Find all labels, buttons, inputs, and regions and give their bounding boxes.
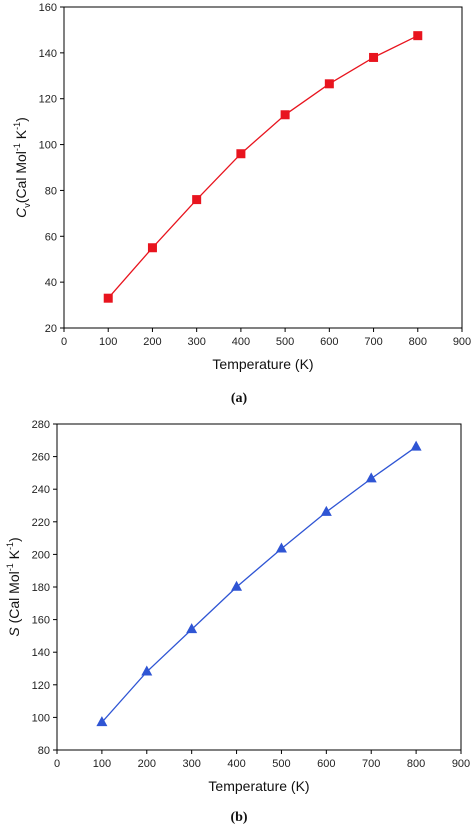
panel-b-y-tick-label: 160 <box>32 615 50 627</box>
panel-b-y-tick-label: 240 <box>32 484 50 496</box>
panel-b-data-point <box>365 472 377 483</box>
panel-b-y-tick-label: 140 <box>32 647 50 659</box>
panel-b-data-point <box>96 716 108 727</box>
panel-a-x-tick-label: 100 <box>99 336 117 348</box>
panel-b-data-point <box>410 440 422 451</box>
panel-b-y-tick-label: 260 <box>32 452 50 464</box>
panel-b-x-tick-label: 800 <box>407 758 425 770</box>
panel-b-x-tick-label: 600 <box>317 758 335 770</box>
panel-b-y-tick-label: 180 <box>32 582 50 594</box>
panel-b-x-axis-title: Temperature (K) <box>208 778 309 794</box>
panel-b-x-tick-label: 500 <box>272 758 290 770</box>
panel-a-chart: 0 100 200 300 400 500 600 700 800 900 20 40 60 80 100 1… <box>12 2 471 372</box>
panel-b-x-tick-label: 700 <box>362 758 380 770</box>
panel-a-y-tick-label: 100 <box>39 140 57 152</box>
panel-a-x-axis-title: Temperature (K) <box>212 356 313 372</box>
panel-b-x-tick-label: 900 <box>452 758 470 770</box>
panel-a-plot-frame <box>63 6 463 329</box>
panel-a-data-point <box>192 195 202 205</box>
panel-a-y-tick-label: 80 <box>45 185 57 197</box>
panel-a-x-tick-label: 600 <box>320 336 338 348</box>
panel-a-data-point <box>103 293 113 303</box>
panel-b-x-tick-label: 0 <box>54 758 60 770</box>
panel-a-data-point <box>413 31 423 41</box>
panel-b-data-point <box>275 542 287 553</box>
panel-a-x-tick-label: 200 <box>143 336 161 348</box>
panel-b-x-tick-label: 400 <box>227 758 245 770</box>
panel-b-x-tick-label: 200 <box>138 758 156 770</box>
panel-a-x-tick-label: 0 <box>61 336 67 348</box>
panel-a-x-tick-label: 300 <box>187 336 205 348</box>
panel-b-y-tick-label: 220 <box>32 517 50 529</box>
panel-a-y-tick-label: 160 <box>39 2 57 14</box>
panel-b-y-axis-title: S (Cal Mol-1 K-1) <box>5 537 22 636</box>
panel-a-x-tick-label: 800 <box>409 336 427 348</box>
panel-a-data-point <box>280 110 290 120</box>
panel-b-y-tick-label: 120 <box>32 680 50 692</box>
panel-b-data-point <box>141 665 153 676</box>
panel-b-y-tick-label: 280 <box>32 419 50 431</box>
panel-a-x-tick-label: 900 <box>453 336 471 348</box>
panel-a-label: (a) <box>231 391 248 406</box>
panel-b-label: (b) <box>230 810 247 825</box>
panel-a-y-tick-label: 60 <box>45 231 57 243</box>
panel-a-data-point <box>369 52 379 62</box>
panel-b-y-tick-label: 200 <box>32 549 50 561</box>
panel-a-y-tick-label: 140 <box>39 48 57 60</box>
panel-b-y-tick-label: 100 <box>32 712 50 724</box>
panel-a-y-tick-label: 120 <box>39 94 57 106</box>
panel-a-data-point <box>236 149 246 159</box>
panel-a-y-tick-label: 20 <box>45 323 57 335</box>
panel-b-data-point <box>231 580 243 591</box>
panel-b-chart: 0 100 200 300 400 500 600 700 800 900 80 100 120 140 1… <box>5 419 470 794</box>
panel-a-y-tick-label: 40 <box>45 277 57 289</box>
panel-a-y-axis-title: Cv(Cal Mol-1 K-1) <box>12 117 32 218</box>
panel-b-data-point <box>320 505 332 516</box>
panel-b-data-point <box>186 623 198 634</box>
panel-b-x-tick-label: 300 <box>182 758 200 770</box>
panel-b-series-line <box>101 446 417 723</box>
panel-a-x-tick-label: 700 <box>364 336 382 348</box>
panel-b-x-tick-label: 100 <box>93 758 111 770</box>
panel-a-data-point <box>147 243 157 253</box>
panel-a-x-tick-label: 500 <box>276 336 294 348</box>
panel-a-x-tick-label: 400 <box>232 336 250 348</box>
panel-a-series-line <box>107 35 419 299</box>
panel-b-plot-frame <box>56 423 462 751</box>
panel-b-y-tick-label: 80 <box>38 745 50 757</box>
panel-a-data-point <box>324 79 334 89</box>
